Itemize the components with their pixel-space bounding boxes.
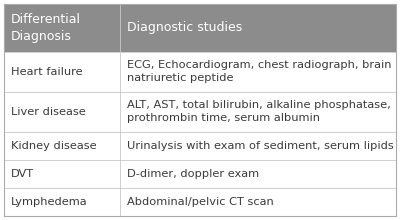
Bar xyxy=(4,132,120,160)
Text: Urinalysis with exam of sediment, serum lipids: Urinalysis with exam of sediment, serum … xyxy=(127,141,394,151)
Text: Diagnostic studies: Diagnostic studies xyxy=(127,21,242,34)
Bar xyxy=(120,132,396,160)
Bar xyxy=(120,160,396,188)
Bar xyxy=(120,4,396,51)
Bar xyxy=(4,160,120,188)
Text: Kidney disease: Kidney disease xyxy=(11,141,97,151)
Bar xyxy=(4,51,120,92)
Text: ALT, AST, total bilirubin, alkaline phosphatase,
prothrombin time, serum albumin: ALT, AST, total bilirubin, alkaline phos… xyxy=(127,100,390,123)
Bar xyxy=(120,92,396,132)
Text: Heart failure: Heart failure xyxy=(11,67,83,77)
Bar xyxy=(4,188,120,216)
Text: DVT: DVT xyxy=(11,169,34,179)
Text: Differential
Diagnosis: Differential Diagnosis xyxy=(11,13,81,42)
Text: ECG, Echocardiogram, chest radiograph, brain
natriuretic peptide: ECG, Echocardiogram, chest radiograph, b… xyxy=(127,60,391,83)
Bar xyxy=(4,92,120,132)
Text: Abdominal/pelvic CT scan: Abdominal/pelvic CT scan xyxy=(127,197,274,207)
Bar xyxy=(120,51,396,92)
Text: Lymphedema: Lymphedema xyxy=(11,197,88,207)
Bar xyxy=(120,188,396,216)
Text: Liver disease: Liver disease xyxy=(11,107,86,117)
Text: D-dimer, doppler exam: D-dimer, doppler exam xyxy=(127,169,259,179)
Bar xyxy=(4,4,120,51)
